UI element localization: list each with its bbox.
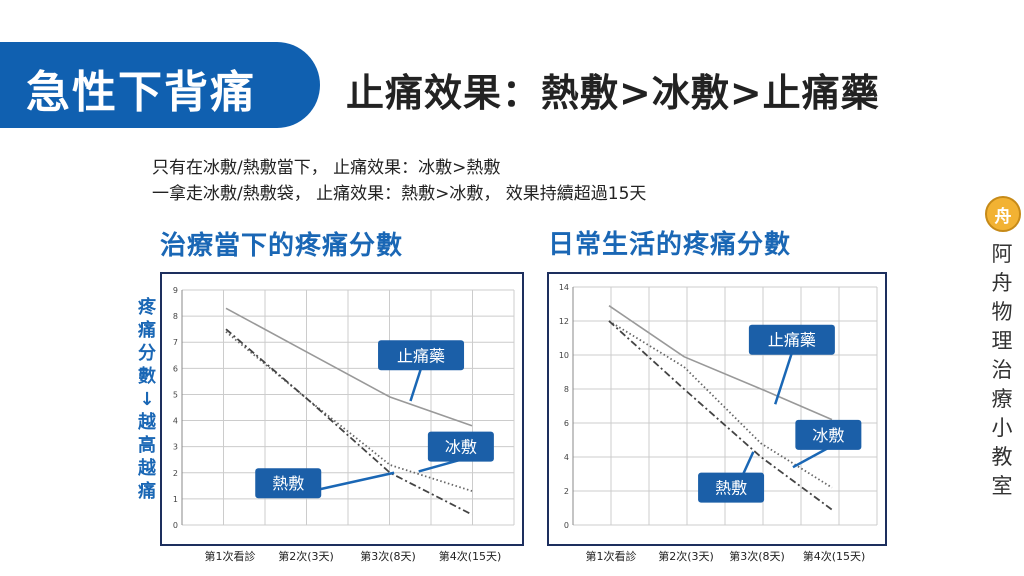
x-tick-label: 第1次看診 — [585, 550, 637, 563]
y-tick-label: 1 — [173, 495, 178, 504]
brand-char: 室 — [991, 474, 1013, 498]
callout-label: 止痛藥 — [768, 331, 816, 350]
note-line-1: 只有在冰敷/熱敷當下， 止痛效果：冰敷>熱敷 — [152, 158, 501, 178]
section-title-banner: 急性下背痛 — [0, 42, 320, 128]
brand-char: 理 — [991, 329, 1013, 353]
brand-char: 舟 — [991, 271, 1013, 295]
y-axis-label-char: 痛 — [138, 481, 156, 502]
brand-vertical-text: 阿 舟 物 理 治 療 小 教 室 — [990, 240, 1014, 501]
callout-pointer — [409, 367, 423, 402]
y-tick-label: 6 — [173, 364, 178, 373]
y-axis-label-char: 疼 — [138, 297, 156, 318]
y-tick-label: 8 — [564, 385, 569, 394]
callout-box — [748, 324, 835, 355]
note-line-2: 一拿走冰敷/熱敷袋， 止痛效果：熱敷>冰敷， 效果持續超過15天 — [152, 184, 647, 204]
y-axis-label-char: 數 — [138, 366, 156, 387]
chart-frame-right: 0 2 4 6 8 10 12 14 止痛藥冰敷熱敷 — [547, 272, 887, 546]
y-tick-label: 7 — [173, 338, 178, 347]
y-tick-label: 3 — [173, 443, 178, 452]
y-tick-label: 2 — [564, 487, 569, 496]
x-tick-label: 第2次(3天) — [658, 550, 714, 563]
y-axis-label-char: 越 — [138, 458, 156, 479]
y-axis-label-char: 越 — [138, 412, 156, 433]
callout-box — [255, 468, 322, 499]
y-tick-label: 14 — [559, 283, 569, 292]
series-line-0 — [608, 305, 833, 421]
callout-label: 熱敷 — [715, 479, 747, 498]
callout-box — [795, 419, 862, 450]
brand-logo-icon: 舟 — [985, 196, 1021, 232]
y-tick-label: 0 — [564, 521, 569, 530]
y-axis-label-char: 高 — [138, 435, 156, 456]
chart-title-right: 日常生活的疼痛分數 — [548, 230, 792, 260]
callout-box — [427, 431, 494, 462]
chart-title-left: 治療當下的疼痛分數 — [160, 231, 404, 261]
brand-char: 阿 — [991, 242, 1013, 266]
x-tick-label: 第4次(15天) — [438, 550, 502, 563]
callout-label: 冰敷 — [812, 426, 844, 445]
callout-label: 冰敷 — [445, 438, 477, 457]
x-tick-label: 第2次(3天) — [278, 550, 334, 563]
y-tick-label: 10 — [559, 351, 569, 360]
x-tick-label: 第1次看診 — [204, 550, 256, 563]
brand-char: 治 — [991, 358, 1013, 382]
y-tick-label: 8 — [173, 312, 178, 321]
brand-char: 物 — [991, 300, 1013, 324]
brand-char: 小 — [991, 416, 1013, 440]
section-title: 急性下背痛 — [26, 67, 256, 118]
y-tick-label: 2 — [173, 469, 178, 478]
callout-box — [378, 340, 465, 371]
callout-label: 止痛藥 — [397, 346, 445, 365]
series-line-0 — [225, 307, 473, 427]
y-axis-label-char: ↓ — [139, 389, 155, 410]
y-tick-label: 5 — [173, 390, 178, 399]
headline: 止痛效果：熱敷>冰敷>止痛藥 — [346, 71, 880, 115]
y-tick-label: 4 — [173, 417, 178, 426]
brand-logo-text: 舟 — [994, 207, 1012, 227]
y-axis-label: 疼 痛 分 數 ↓ 越 高 越 痛 — [134, 296, 160, 503]
y-axis-label-char: 痛 — [138, 320, 156, 341]
y-tick-label: 0 — [173, 521, 178, 530]
callout-pointer — [774, 352, 794, 405]
y-tick-label: 9 — [173, 286, 178, 295]
chart-frame-left: 0 1 2 3 4 5 6 7 8 9 止痛藥冰敷熱敷 — [160, 272, 524, 546]
y-tick-label: 6 — [564, 419, 569, 428]
x-tick-label: 第4次(15天) — [802, 550, 866, 563]
callout-box — [698, 472, 765, 503]
callout-label: 熱敷 — [272, 474, 304, 493]
series-line-2 — [608, 320, 833, 511]
brand-char: 療 — [991, 387, 1013, 411]
series-line-1 — [225, 331, 473, 492]
x-tick-label: 第3次(8天) — [360, 550, 416, 563]
callout-pointer — [792, 446, 829, 469]
y-axis-label-char: 分 — [138, 343, 156, 364]
y-tick-label: 12 — [559, 317, 569, 326]
brand-char: 教 — [991, 445, 1013, 469]
y-tick-label: 4 — [564, 453, 569, 462]
x-tick-label: 第3次(8天) — [729, 550, 785, 563]
